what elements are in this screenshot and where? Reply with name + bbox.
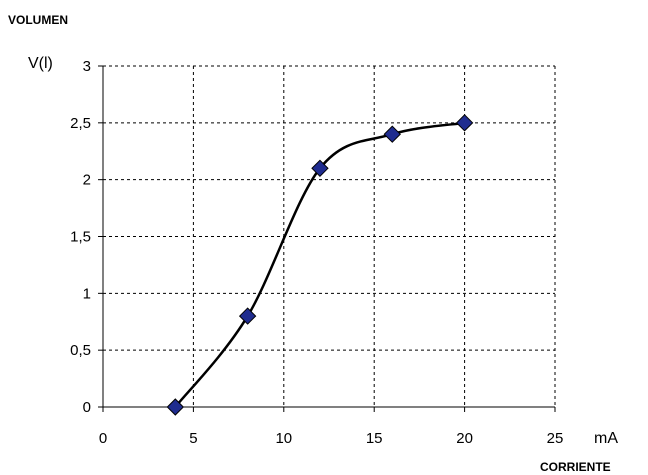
y-tick-label-3: 1,5	[70, 229, 91, 246]
series-layer	[166, 114, 474, 416]
y-axis-unit: V(l)	[28, 55, 53, 72]
x-tick-label-0: 0	[99, 430, 107, 447]
x-tick-label-1: 5	[189, 430, 197, 447]
series-line-0	[174, 121, 465, 408]
x-tick-label-4: 20	[456, 430, 473, 447]
y-tick-label-2: 1	[83, 285, 91, 302]
grid-layer	[103, 65, 556, 407]
data-point-3	[383, 125, 401, 143]
data-point-2	[311, 159, 329, 178]
y-tick-label-4: 2	[83, 172, 91, 189]
axis-layer	[98, 65, 556, 412]
y-tick-label-6: 3	[83, 58, 91, 75]
y-axis-title: VOLUMEN	[8, 13, 68, 27]
x-tick-label-3: 15	[366, 430, 383, 447]
y-tick-label-1: 0,5	[70, 342, 91, 359]
data-point-0	[166, 398, 185, 416]
x-tick-label-5: 25	[547, 430, 564, 447]
tick-layer: 0 0,5 1 1,5 2 2,5 3 0 5 10 15 20 25	[70, 58, 563, 447]
x-axis-unit: mA	[594, 430, 618, 447]
y-tick-label-5: 2,5	[70, 115, 91, 132]
y-tick-label-0: 0	[83, 399, 91, 416]
data-point-4	[455, 114, 474, 132]
x-axis-title: CORRIENTE	[540, 460, 611, 474]
x-tick-label-2: 10	[275, 430, 292, 447]
data-point-1	[238, 307, 257, 325]
